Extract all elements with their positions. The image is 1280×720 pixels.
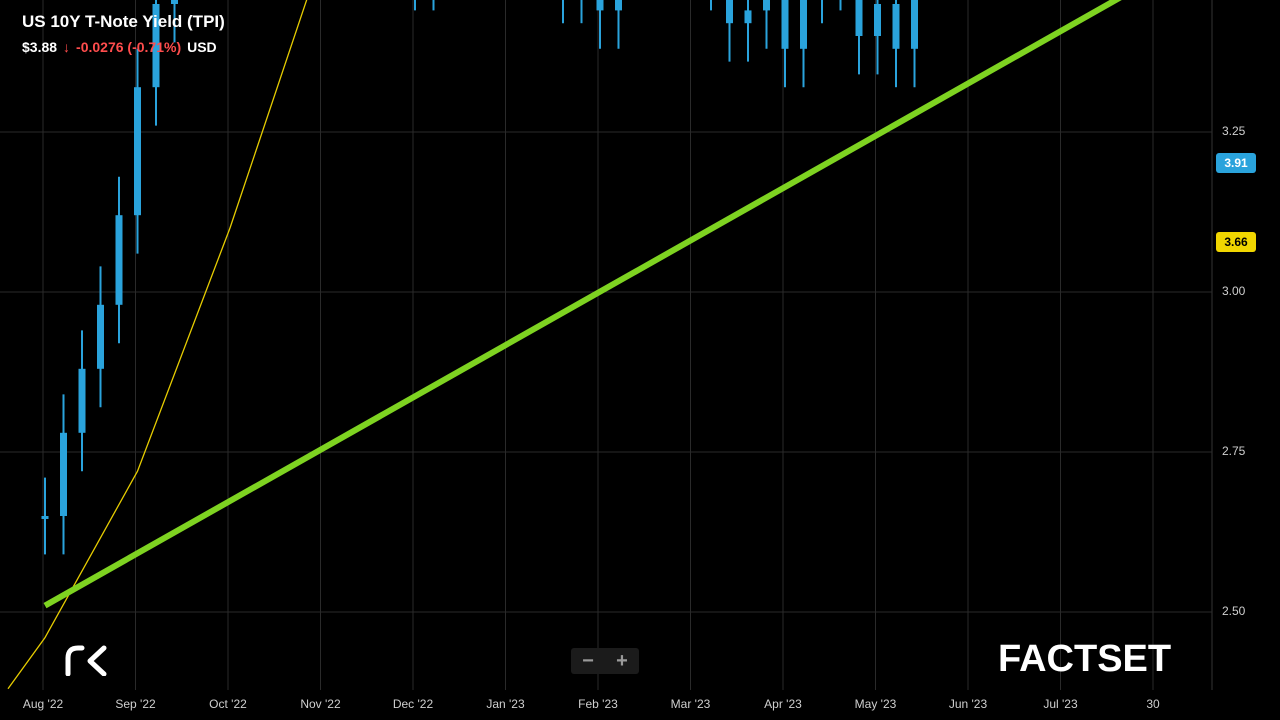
y-tick-label: 2.50 (1222, 604, 1246, 618)
price-bar (781, 0, 789, 49)
price-bar (115, 215, 123, 305)
y-tick-label: 3.00 (1222, 284, 1246, 298)
price-bar (615, 0, 622, 11)
zoom-out-button[interactable]: − (582, 650, 594, 672)
rk-logo-icon (65, 645, 107, 676)
price-bar (596, 0, 604, 11)
x-tick-label: 30 (1146, 697, 1160, 711)
price-bar (874, 4, 881, 36)
price-bar (800, 0, 807, 49)
x-tick-label: Jul '23 (1043, 697, 1078, 711)
factset-logo: FACTSET (998, 638, 1172, 680)
price-bar (171, 0, 178, 4)
x-tick-label: Dec '22 (392, 697, 434, 711)
x-tick-label: Aug '22 (22, 697, 64, 711)
price-bar (78, 368, 86, 433)
price-bar (134, 87, 141, 216)
last-price-tag: 3.91 (1216, 153, 1256, 173)
support-trendline (43, 0, 1122, 609)
currency-label: USD (187, 39, 217, 55)
zoom-in-button[interactable]: + (616, 650, 628, 672)
y-tick-label: 2.75 (1222, 444, 1246, 458)
x-tick-label: Feb '23 (578, 697, 618, 711)
price-quote: $3.88 ↓ -0.0276 (-0.71%) USD (22, 39, 225, 55)
x-tick-label: Nov '22 (300, 697, 341, 711)
last-price: $3.88 (22, 39, 58, 55)
price-change: -0.0276 (-0.71%) (76, 39, 182, 55)
price-bar (97, 304, 104, 369)
price-bar (41, 516, 49, 519)
x-tick-label: Jan '23 (486, 697, 525, 711)
price-bar (892, 4, 900, 49)
moving-average-tag: 3.66 (1216, 232, 1256, 252)
chart-header: US 10Y T-Note Yield (TPI) $3.88 ↓ -0.027… (22, 12, 225, 55)
down-arrow-icon: ↓ (63, 39, 71, 55)
x-tick-label: Mar '23 (670, 697, 711, 711)
zoom-controls: − + (571, 648, 639, 674)
chart-title: US 10Y T-Note Yield (TPI) (22, 12, 225, 31)
price-bar (855, 0, 863, 36)
moving-average-line (7, 0, 308, 690)
x-tick-label: Jun '23 (948, 697, 988, 711)
price-bar (726, 0, 733, 24)
price-bar (60, 432, 67, 516)
price-bar (911, 0, 918, 49)
x-tick-label: Apr '23 (764, 697, 802, 711)
x-tick-label: Sep '22 (115, 697, 156, 711)
x-tick-label: Oct '22 (209, 697, 247, 711)
price-bar (763, 0, 770, 11)
price-bar (744, 10, 752, 24)
y-tick-label: 3.25 (1222, 124, 1246, 138)
price-bar (152, 4, 160, 88)
x-tick-label: May '23 (854, 697, 897, 711)
